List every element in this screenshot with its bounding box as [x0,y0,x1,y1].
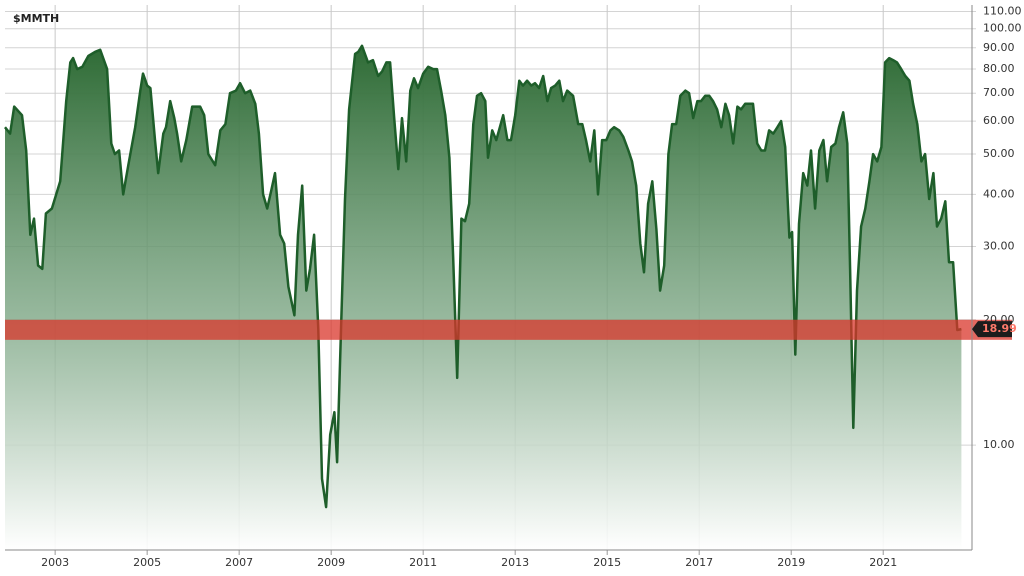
x-tick-label: 2003 [41,556,69,569]
y-tick-label: 90.00 [983,41,1015,54]
band [5,319,1012,340]
last-value-badge [972,321,1012,338]
chart-title: $MMTH [13,12,59,25]
last-value-label: 18.99 [982,322,1017,335]
x-tick-label: 2017 [685,556,713,569]
x-tick-label: 2013 [501,556,529,569]
area [5,45,962,551]
y-tick-label: 70.00 [983,86,1015,99]
x-tick-label: 2009 [317,556,345,569]
y-tick-label: 40.00 [983,187,1015,200]
y-tick-label: 80.00 [983,62,1015,75]
x-tick-label: 2005 [133,556,161,569]
x-tick-label: 2007 [225,556,253,569]
x-tick-label: 2011 [409,556,437,569]
line [4,44,962,509]
y-tick-label: 110.00 [983,4,1022,17]
y-tick-label: 50.00 [983,147,1015,160]
y-tick-label: 30.00 [983,239,1015,252]
x-tick-label: 2021 [869,556,897,569]
y-tick-label: 100.00 [983,22,1022,35]
y-tick-label: 60.00 [983,114,1015,127]
x-tick-label: 2015 [593,556,621,569]
y-tick-label: 10.00 [983,438,1015,451]
x-tick-label: 2019 [777,556,805,569]
